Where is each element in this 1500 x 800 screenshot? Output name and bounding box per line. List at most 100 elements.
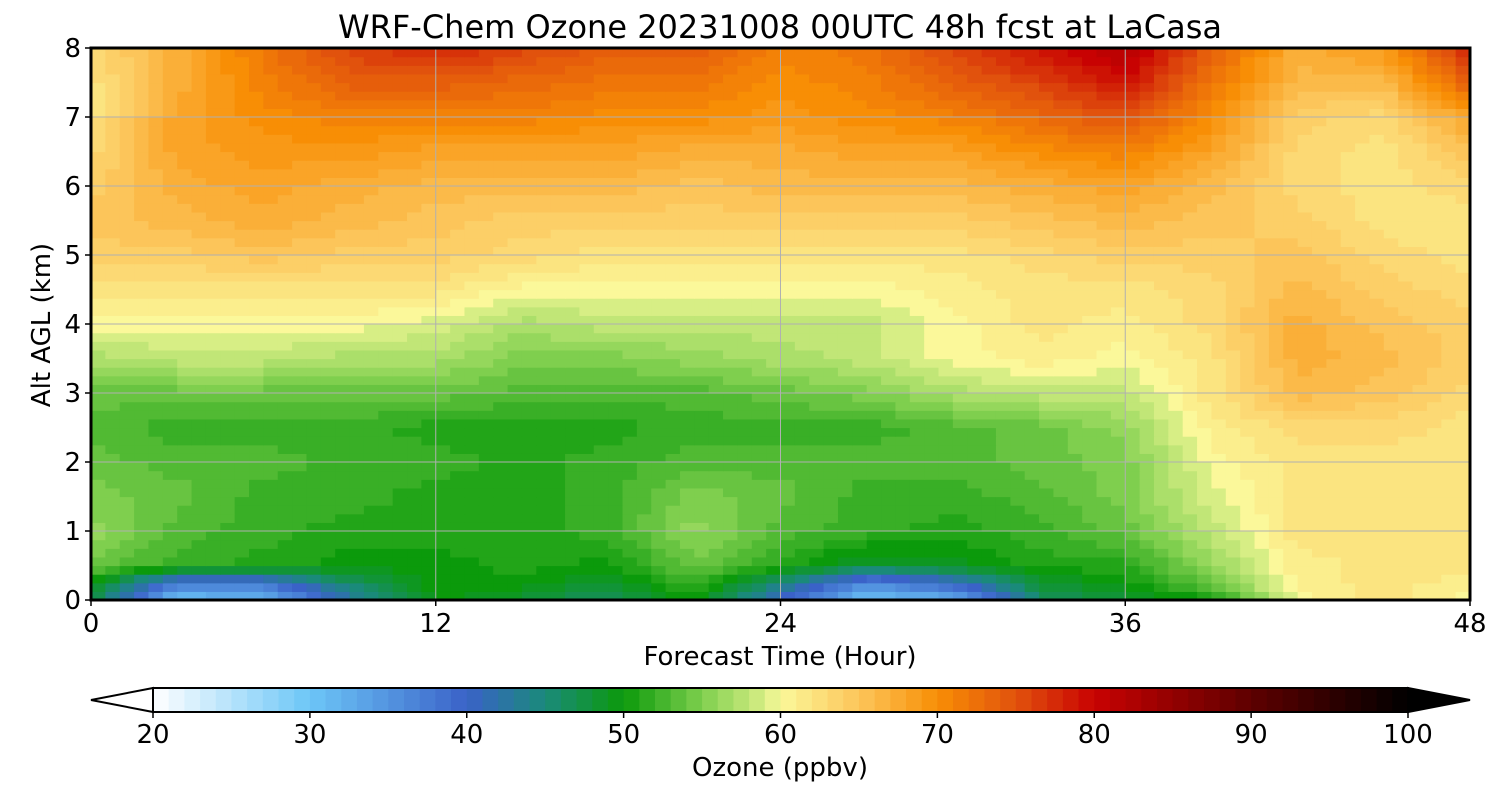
heatmap-cell	[1110, 341, 1126, 351]
heatmap-cell	[1182, 574, 1198, 584]
heatmap-cell	[665, 298, 681, 308]
heatmap-cell	[751, 272, 767, 282]
heatmap-cell	[320, 453, 336, 463]
heatmap-cell	[608, 375, 624, 385]
heatmap-cell	[550, 246, 566, 256]
heatmap-cell	[105, 436, 121, 446]
heatmap-cell	[909, 565, 925, 575]
heatmap-cell	[234, 574, 250, 584]
heatmap-cell	[1225, 505, 1241, 515]
heatmap-cell	[593, 280, 609, 291]
heatmap-cell	[608, 332, 624, 342]
heatmap-cell	[1412, 306, 1428, 316]
heatmap-cell	[579, 203, 595, 213]
heatmap-cell	[981, 513, 997, 523]
heatmap-cell	[1053, 151, 1069, 161]
heatmap-cell	[866, 289, 882, 299]
heatmap-cell	[521, 591, 537, 601]
heatmap-cell	[1268, 367, 1284, 377]
heatmap-cell	[349, 315, 365, 325]
heatmap-cell	[249, 160, 264, 170]
heatmap-cell	[622, 151, 638, 161]
heatmap-cell	[306, 341, 322, 351]
heatmap-cell	[450, 272, 466, 282]
heatmap-cell	[938, 505, 954, 515]
heatmap-cell	[1197, 324, 1213, 334]
heatmap-cell	[521, 384, 537, 394]
heatmap-cell	[1311, 332, 1327, 342]
heatmap-cell	[105, 410, 121, 420]
heatmap-cell	[191, 522, 207, 532]
heatmap-cell	[1326, 427, 1342, 437]
heatmap-cell	[881, 289, 897, 299]
heatmap-cell	[335, 324, 351, 334]
heatmap-cell	[349, 367, 365, 377]
heatmap-cell	[1383, 168, 1399, 178]
heatmap-cell	[1053, 298, 1069, 308]
heatmap-cell	[1168, 315, 1184, 325]
heatmap-cell	[636, 582, 652, 592]
heatmap-cell	[651, 237, 667, 247]
heatmap-cell	[708, 298, 724, 308]
heatmap-cell	[1211, 401, 1227, 411]
heatmap-cell	[1283, 436, 1299, 446]
heatmap-cell	[1125, 418, 1141, 429]
heatmap-cell	[277, 280, 293, 291]
heatmap-cell	[1355, 496, 1371, 506]
heatmap-cell	[162, 565, 178, 575]
heatmap-cell	[1039, 298, 1055, 308]
heatmap-cell	[636, 522, 652, 532]
heatmap-cell	[1096, 246, 1112, 256]
heatmap-cell	[1311, 444, 1327, 454]
heatmap-cell	[967, 418, 983, 429]
heatmap-cell	[1153, 220, 1169, 230]
heatmap-cell	[1326, 393, 1342, 403]
heatmap-cell	[866, 246, 882, 256]
heatmap-cell	[435, 539, 451, 549]
heatmap-cell	[1426, 410, 1442, 420]
heatmap-cell	[407, 384, 422, 394]
heatmap-cell	[1125, 565, 1141, 575]
heatmap-cell	[1441, 237, 1457, 247]
heatmap-cell	[665, 418, 681, 429]
heatmap-cell	[866, 332, 882, 342]
heatmap-cell	[837, 263, 853, 273]
heatmap-cell	[220, 272, 236, 282]
heatmap-cell	[1010, 384, 1026, 394]
heatmap-cell	[924, 160, 940, 170]
heatmap-cell	[263, 522, 279, 532]
heatmap-cell	[1039, 186, 1055, 196]
heatmap-cell	[148, 513, 164, 523]
heatmap-cell	[665, 582, 681, 592]
heatmap-cell	[1426, 462, 1442, 472]
heatmap-cell	[909, 375, 925, 385]
heatmap-cell	[464, 436, 480, 446]
heatmap-cell	[1398, 272, 1414, 282]
heatmap-cell	[1010, 160, 1026, 170]
heatmap-cell	[694, 341, 710, 351]
heatmap-cell	[995, 332, 1011, 342]
heatmap-cell	[1053, 375, 1069, 385]
heatmap-cell	[565, 582, 580, 592]
heatmap-cell	[320, 263, 336, 273]
heatmap-cell	[1039, 556, 1055, 567]
heatmap-cell	[952, 496, 968, 506]
heatmap-cell	[895, 315, 911, 325]
heatmap-cell	[1153, 556, 1169, 567]
heatmap-cell	[450, 479, 466, 489]
heatmap-cell	[1197, 375, 1213, 385]
heatmap-cell	[1441, 203, 1457, 213]
heatmap-cell	[450, 358, 466, 368]
heatmap-cell	[1168, 298, 1184, 308]
heatmap-cell	[464, 427, 480, 437]
heatmap-cell	[205, 306, 221, 316]
heatmap-cell	[651, 160, 667, 170]
heatmap-cell	[1268, 332, 1284, 342]
heatmap-cell	[1225, 565, 1241, 575]
heatmap-cell	[1096, 332, 1112, 342]
heatmap-cell	[306, 280, 322, 291]
heatmap-cell	[1355, 470, 1371, 480]
heatmap-cell	[119, 349, 135, 360]
heatmap-cell	[1211, 220, 1227, 230]
heatmap-cell	[809, 177, 825, 187]
